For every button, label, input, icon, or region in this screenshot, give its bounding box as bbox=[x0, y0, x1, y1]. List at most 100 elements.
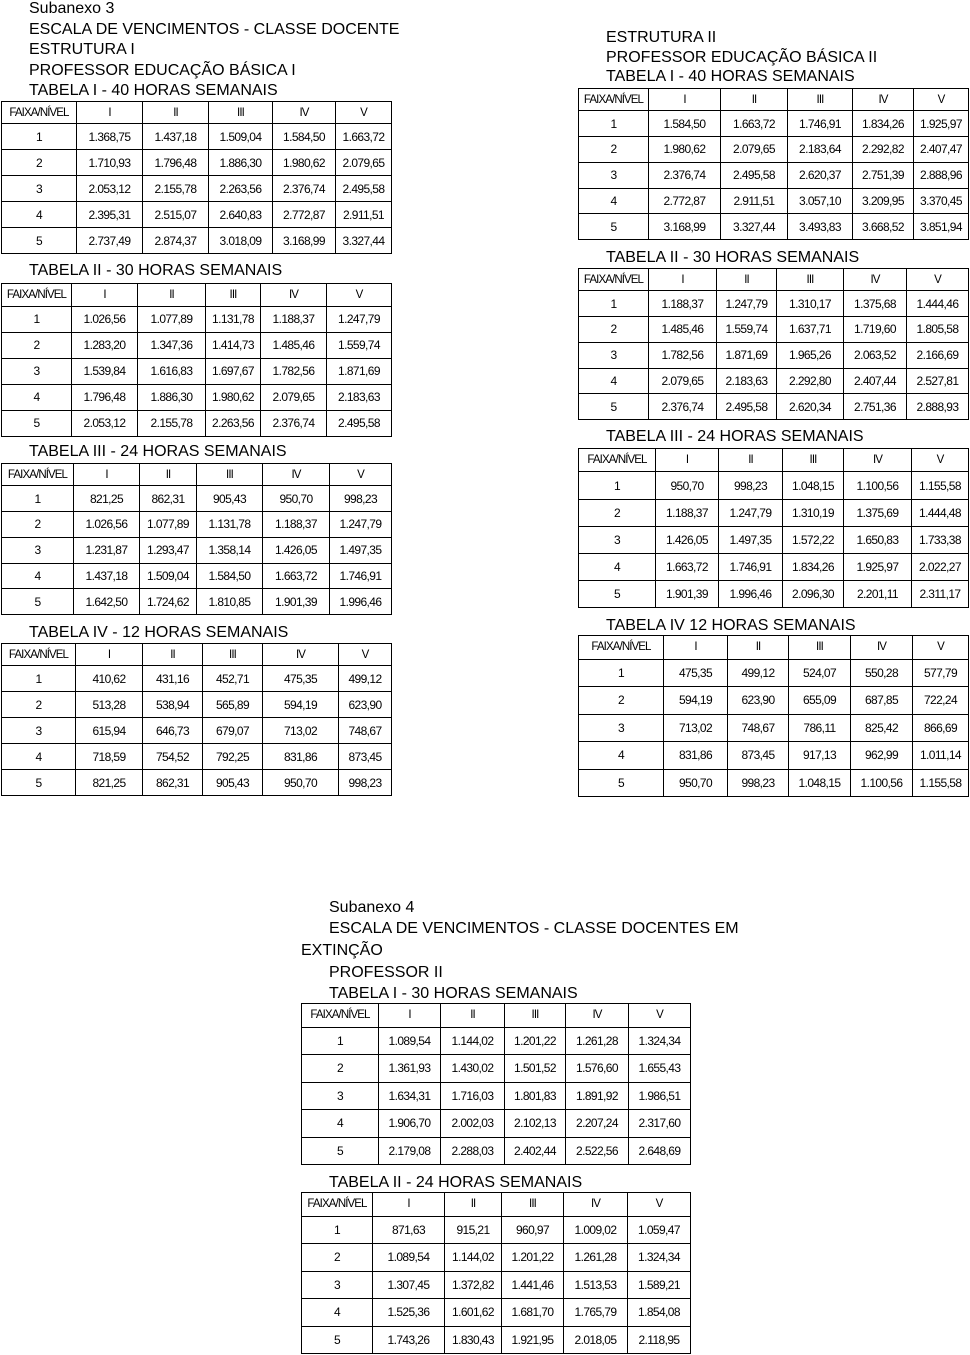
value-cell: 1.307,45 bbox=[372, 1270, 445, 1300]
value-cell: 873,45 bbox=[338, 743, 392, 771]
column-header: III bbox=[208, 100, 273, 125]
faixa-cell: 1 bbox=[578, 110, 649, 138]
faixa-cell: 3 bbox=[578, 713, 664, 743]
estrutura-1-cargo: PROFESSOR EDUCAÇÃO BÁSICA I bbox=[29, 62, 296, 79]
value-cell: 1.980,62 bbox=[272, 149, 336, 177]
value-cell: 1.059,47 bbox=[627, 1215, 691, 1245]
value-cell: 821,25 bbox=[73, 485, 140, 513]
value-cell: 871,63 bbox=[372, 1215, 445, 1245]
value-cell: 2.527,81 bbox=[906, 367, 969, 395]
value-cell: 1.444,48 bbox=[911, 498, 969, 527]
value-cell: 2.263,56 bbox=[205, 409, 261, 438]
faixa-cell: 3 bbox=[1, 717, 76, 745]
faixa-cell: 1 bbox=[578, 290, 649, 318]
faixa-cell: 4 bbox=[578, 187, 649, 215]
subanexo-4-subtitle-cont: EXTINÇÃO bbox=[301, 942, 383, 959]
value-cell: 792,25 bbox=[202, 743, 263, 771]
e2-tabela-4: FAIXA/NÍVEL I II III IV V 1 475,35 499,12 524,07 5… bbox=[578, 635, 969, 798]
value-cell: 1.513,53 bbox=[563, 1270, 628, 1300]
value-cell: 821,25 bbox=[75, 769, 143, 796]
table-header-row: FAIXA/NÍVEL I II III IV V bbox=[1, 462, 392, 487]
value-cell: 2.063,52 bbox=[843, 341, 907, 369]
faixa-cell: 5 bbox=[301, 1136, 379, 1166]
table-row: 3 713,02 748,67 786,11 825,42 866,69 bbox=[578, 713, 969, 743]
value-cell: 1.616,83 bbox=[137, 357, 206, 385]
table-row: 1 1.584,50 1.663,72 1.746,91 1.834,26 1.925,9… bbox=[578, 110, 969, 138]
value-cell: 1.375,68 bbox=[843, 290, 907, 318]
value-cell: 2.751,36 bbox=[843, 393, 907, 420]
table-row: 5 2.179,08 2.288,03 2.402,44 2.522,56 2.648,6… bbox=[301, 1136, 691, 1166]
table-row: 2 1.980,62 2.079,65 2.183,64 2.292,82 2.407,4… bbox=[578, 136, 969, 163]
value-cell: 1.100,56 bbox=[843, 471, 912, 500]
value-cell: 1.854,08 bbox=[627, 1298, 691, 1327]
value-cell: 1.261,28 bbox=[565, 1026, 629, 1056]
value-cell: 2.079,65 bbox=[648, 367, 717, 395]
faixa-cell: 2 bbox=[578, 316, 649, 343]
faixa-cell: 1 bbox=[1, 123, 77, 151]
value-cell: 831,86 bbox=[663, 741, 728, 770]
value-cell: 1.358,14 bbox=[196, 536, 263, 564]
value-cell: 1.426,05 bbox=[262, 536, 330, 564]
value-cell: 679,07 bbox=[202, 717, 263, 745]
faixa-cell: 2 bbox=[301, 1243, 373, 1272]
value-cell: 1.716,03 bbox=[440, 1081, 505, 1111]
value-cell: 2.053,12 bbox=[76, 175, 143, 203]
column-header: V bbox=[911, 447, 969, 473]
value-cell: 1.710,93 bbox=[76, 149, 143, 177]
faixa-cell: 5 bbox=[578, 393, 649, 420]
column-header: I bbox=[75, 642, 143, 667]
table-row: 3 1.231,87 1.293,47 1.358,14 1.426,05 1.497,3… bbox=[1, 536, 392, 564]
value-cell: 1.996,46 bbox=[718, 579, 783, 609]
table-row: 4 1.906,70 2.002,03 2.102,13 2.207,24 2.317,6… bbox=[301, 1109, 691, 1138]
value-cell: 3.057,10 bbox=[787, 187, 853, 215]
value-cell: 2.620,37 bbox=[787, 161, 853, 189]
value-cell: 1.089,54 bbox=[378, 1026, 441, 1056]
column-header: II bbox=[716, 267, 777, 292]
value-cell: 1.996,46 bbox=[329, 588, 392, 615]
faixa-cell: 2 bbox=[578, 498, 656, 527]
column-header: II bbox=[142, 642, 203, 667]
table-row: 1 950,70 998,23 1.048,15 1.100,56 1.155,58 bbox=[578, 471, 969, 500]
e1-tabela-1-title: TABELA I - 40 HORAS SEMANAIS bbox=[29, 82, 278, 99]
faixa-cell: 4 bbox=[578, 552, 656, 581]
column-header: III bbox=[501, 1192, 564, 1217]
table-row: 3 1.634,31 1.716,03 1.801,83 1.891,92 1.986,5… bbox=[301, 1081, 691, 1111]
value-cell: 1.834,26 bbox=[852, 110, 914, 138]
value-cell: 754,52 bbox=[142, 743, 203, 771]
value-cell: 524,07 bbox=[788, 658, 851, 688]
value-cell: 1.834,26 bbox=[782, 552, 844, 581]
value-cell: 1.655,43 bbox=[628, 1054, 691, 1083]
column-header: I bbox=[378, 1003, 441, 1028]
value-cell: 1.361,93 bbox=[378, 1054, 441, 1083]
value-cell: 1.144,02 bbox=[444, 1243, 502, 1272]
faixa-cell: 3 bbox=[578, 341, 649, 369]
column-header: V bbox=[338, 642, 392, 667]
e1-tabela-4-title: TABELA IV - 12 HORAS SEMANAIS bbox=[29, 624, 289, 641]
value-cell: 646,73 bbox=[142, 717, 203, 745]
table-row: 1 410,62 431,16 452,71 475,35 499,12 bbox=[1, 665, 392, 693]
e2-tabela-2: FAIXA/NÍVEL I II III IV V 1 1.188,37 1.247,79 1.3… bbox=[578, 267, 969, 420]
value-cell: 623,90 bbox=[338, 691, 392, 719]
value-cell: 2.648,69 bbox=[628, 1136, 691, 1166]
value-cell: 1.525,36 bbox=[372, 1298, 445, 1327]
value-cell: 1.509,04 bbox=[208, 123, 273, 151]
value-cell: 2.376,74 bbox=[260, 409, 327, 438]
value-cell: 2.018,05 bbox=[563, 1325, 628, 1355]
value-cell: 866,69 bbox=[912, 713, 969, 743]
value-cell: 2.292,80 bbox=[776, 367, 844, 395]
value-cell: 1.201,22 bbox=[504, 1026, 566, 1056]
faixa-cell: 2 bbox=[1, 511, 74, 538]
column-header: II bbox=[137, 283, 206, 307]
value-cell: 594,19 bbox=[663, 686, 728, 715]
s4-tabela-2: FAIXA/NÍVEL I II III IV V 1 871,63 915,21 960,97 1… bbox=[301, 1192, 691, 1355]
e1-tabela-1: FAIXA/NÍVEL I II III IV V 1 1.368,75 1.437,18 1.5… bbox=[1, 100, 392, 254]
value-cell: 2.311,17 bbox=[911, 579, 969, 609]
column-header-faixa-nivel: FAIXA/NÍVEL bbox=[1, 462, 74, 487]
value-cell: 1.026,56 bbox=[71, 305, 138, 333]
column-header: IV bbox=[262, 462, 330, 487]
value-cell: 1.485,46 bbox=[260, 331, 327, 359]
table-row: 4 718,59 754,52 792,25 831,86 873,45 bbox=[1, 743, 392, 771]
e2-tabela-1: FAIXA/NÍVEL I II III IV V 1 1.584,50 1.663,72 1.7… bbox=[578, 87, 969, 240]
value-cell: 1.497,35 bbox=[718, 525, 783, 554]
column-header: III bbox=[504, 1003, 566, 1028]
